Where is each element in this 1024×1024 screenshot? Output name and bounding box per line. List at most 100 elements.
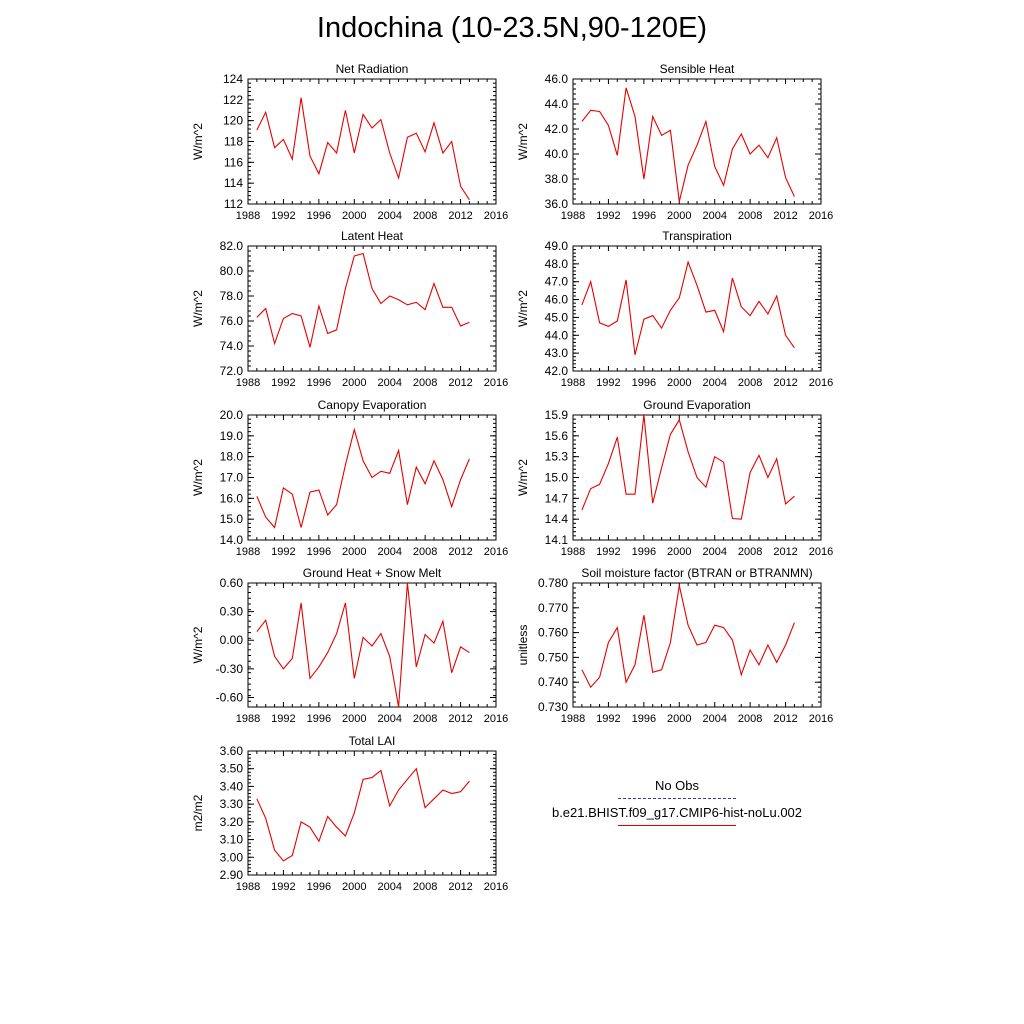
y-tick-label: 16.0 (220, 491, 244, 505)
y-tick-label: 44.0 (545, 328, 569, 342)
x-tick-label: 2004 (377, 546, 401, 558)
y-tick-label: 14.7 (545, 491, 569, 505)
x-tick-label: 2016 (484, 210, 508, 222)
series-line (256, 252, 470, 348)
y-tick-label: 19.0 (220, 429, 244, 443)
y-tick-label: 46.0 (545, 293, 569, 307)
y-tick-label: 82.0 (220, 239, 244, 253)
y-tick-label: 43.0 (545, 346, 569, 360)
x-tick-label: 2008 (413, 377, 437, 389)
y-tick-label: 38.0 (545, 172, 569, 186)
plot-frame (247, 750, 497, 876)
panel-title: Net Radiation (336, 62, 409, 76)
x-tick-label: 1996 (307, 210, 331, 222)
x-tick-label: 2000 (342, 377, 366, 389)
series-line (256, 767, 470, 862)
y-tick-label: 124 (223, 72, 243, 86)
x-tick-label: 2012 (773, 546, 797, 558)
x-tick-label: 2008 (413, 713, 437, 725)
x-tick-label: 2004 (702, 377, 726, 389)
x-tick-label: 2012 (773, 377, 797, 389)
plot-frame (247, 582, 497, 708)
x-tick-label: 2004 (702, 210, 726, 222)
x-tick-label: 1996 (632, 377, 656, 389)
legend-obs-label: No Obs (654, 778, 700, 793)
series-line (581, 87, 795, 202)
x-tick-label: 1992 (596, 210, 620, 222)
y-tick-label: 0.00 (220, 633, 244, 647)
x-tick-label: 2004 (377, 377, 401, 389)
x-tick-label: 1996 (307, 713, 331, 725)
x-tick-label: 2016 (484, 546, 508, 558)
x-tick-label: 1996 (307, 546, 331, 558)
x-tick-label: 2004 (377, 713, 401, 725)
panel-title: Sensible Heat (660, 62, 735, 76)
y-tick-label: 0.760 (538, 626, 568, 640)
x-tick-label: 1992 (271, 881, 295, 893)
x-tick-label: 1992 (271, 713, 295, 725)
y-axis-label: W/m^2 (516, 123, 530, 160)
y-tick-label: 20.0 (220, 408, 244, 422)
y-tick-label: 122 (223, 93, 243, 107)
y-tick-label: 3.30 (220, 797, 244, 811)
plot-frame (247, 78, 497, 205)
x-tick-label: 2008 (413, 881, 437, 893)
y-tick-label: 118 (224, 135, 243, 149)
x-tick-label: 1988 (561, 210, 585, 222)
x-tick-label: 1992 (271, 377, 295, 389)
x-tick-label: 1988 (561, 713, 585, 725)
y-tick-label: 3.40 (220, 779, 244, 793)
x-tick-label: 1996 (632, 546, 656, 558)
plot-frame (572, 78, 822, 205)
y-tick-label: 0.750 (538, 650, 568, 664)
y-tick-label: 45.0 (545, 310, 569, 324)
y-tick-label: 15.9 (545, 408, 569, 422)
y-tick-label: 46.0 (545, 72, 569, 86)
y-tick-label: 42.0 (545, 364, 569, 378)
y-tick-label: 0.770 (538, 601, 568, 615)
x-tick-label: 1996 (632, 210, 656, 222)
y-tick-label: 15.0 (545, 471, 569, 485)
y-tick-label: 0.740 (538, 675, 568, 689)
plot-frame (247, 245, 497, 372)
x-tick-label: 1988 (561, 377, 585, 389)
x-tick-label: 2008 (413, 546, 437, 558)
x-tick-label: 2008 (738, 546, 762, 558)
y-tick-label: 78.0 (220, 289, 244, 303)
x-tick-label: 1988 (236, 546, 260, 558)
series-line (256, 427, 470, 529)
y-tick-label: 3.60 (220, 744, 244, 758)
y-tick-label: 0.60 (220, 576, 244, 590)
y-tick-label: 0.30 (220, 605, 244, 619)
y-tick-label: 18.0 (220, 450, 244, 464)
x-tick-label: 1996 (307, 881, 331, 893)
y-tick-label: 40.0 (545, 147, 569, 161)
x-tick-label: 2012 (773, 713, 797, 725)
series-line (581, 260, 795, 356)
x-tick-label: 2016 (484, 713, 508, 725)
x-tick-label: 1992 (596, 713, 620, 725)
y-tick-label: 120 (223, 114, 243, 128)
x-tick-label: 2012 (448, 713, 472, 725)
x-tick-label: 2004 (702, 713, 726, 725)
x-tick-label: 1988 (561, 546, 585, 558)
y-tick-label: 44.0 (545, 97, 569, 111)
y-axis-label: W/m^2 (191, 626, 205, 663)
x-tick-label: 2012 (448, 546, 472, 558)
y-tick-label: 2.90 (220, 868, 244, 882)
x-tick-label: 2012 (448, 377, 472, 389)
x-tick-label: 1996 (632, 713, 656, 725)
y-tick-label: 15.6 (545, 429, 569, 443)
y-axis-label: W/m^2 (516, 290, 530, 327)
panel-title: Ground Heat + Snow Melt (303, 566, 442, 580)
x-tick-label: 2000 (667, 377, 691, 389)
x-tick-label: 1992 (596, 546, 620, 558)
x-tick-label: 2012 (773, 210, 797, 222)
main-title: Indochina (10-23.5N,90-120E) (316, 12, 708, 44)
x-tick-label: 2000 (342, 713, 366, 725)
x-tick-label: 1992 (271, 546, 295, 558)
panel-title: Soil moisture factor (BTRAN or BTRANMN) (581, 566, 812, 580)
y-tick-label: 0.730 (538, 700, 568, 714)
y-tick-label: 3.50 (220, 762, 244, 776)
x-tick-label: 2004 (702, 546, 726, 558)
